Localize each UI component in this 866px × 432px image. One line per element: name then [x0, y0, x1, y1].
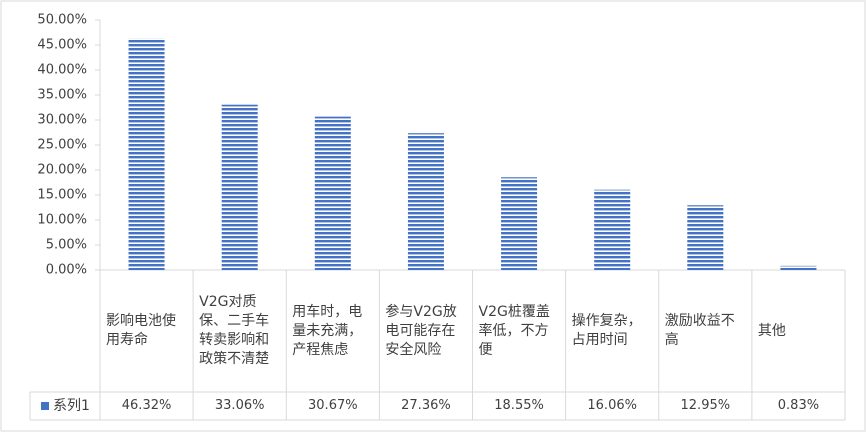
y-tick-label: 10.00%	[37, 213, 87, 228]
value-label: 30.67%	[308, 398, 358, 413]
y-tick-label: 25.00%	[37, 138, 87, 153]
x-tick-label: 操作复杂，占用时间	[571, 313, 642, 348]
x-tick-label: 用车时，电量未充满，产程焦虑	[292, 303, 363, 358]
x-tick-label: 其他	[757, 322, 786, 339]
x-tick-label: 参与V2G放电可能存在安全风险	[385, 303, 457, 358]
x-tick-label: V2G对质保、二手车转卖影响和政策不清楚	[199, 294, 270, 367]
y-tick-label: 30.00%	[37, 113, 87, 128]
value-label: 18.55%	[494, 398, 544, 413]
bar	[687, 205, 724, 270]
y-tick-label: 5.00%	[46, 238, 87, 253]
bar	[780, 265, 817, 270]
value-label: 27.36%	[401, 398, 451, 413]
x-tick-label: V2G桩覆盖率低，不方便	[478, 303, 550, 358]
y-tick-label: 20.00%	[37, 163, 87, 178]
bar	[501, 177, 538, 270]
bar	[594, 189, 631, 270]
value-label: 16.06%	[587, 398, 637, 413]
bar	[221, 104, 258, 270]
y-tick-label: 45.00%	[37, 38, 87, 53]
bar	[314, 116, 351, 271]
legend-label: 系列1	[53, 398, 90, 414]
bar	[407, 133, 444, 270]
bar	[128, 38, 165, 271]
value-label: 0.83%	[777, 398, 820, 413]
y-tick-label: 40.00%	[37, 63, 87, 78]
y-tick-label: 0.00%	[46, 263, 87, 278]
x-tick-label: 激励收益不高	[664, 313, 735, 348]
value-label: 46.32%	[121, 398, 172, 413]
value-label: 33.06%	[214, 398, 265, 413]
y-tick-label: 50.00%	[37, 13, 87, 28]
value-label: 12.95%	[680, 398, 731, 413]
y-tick-label: 15.00%	[37, 188, 87, 203]
y-tick-label: 35.00%	[37, 88, 87, 103]
legend-swatch	[41, 402, 49, 410]
x-tick-label: 影响电池使用寿命	[106, 313, 176, 348]
